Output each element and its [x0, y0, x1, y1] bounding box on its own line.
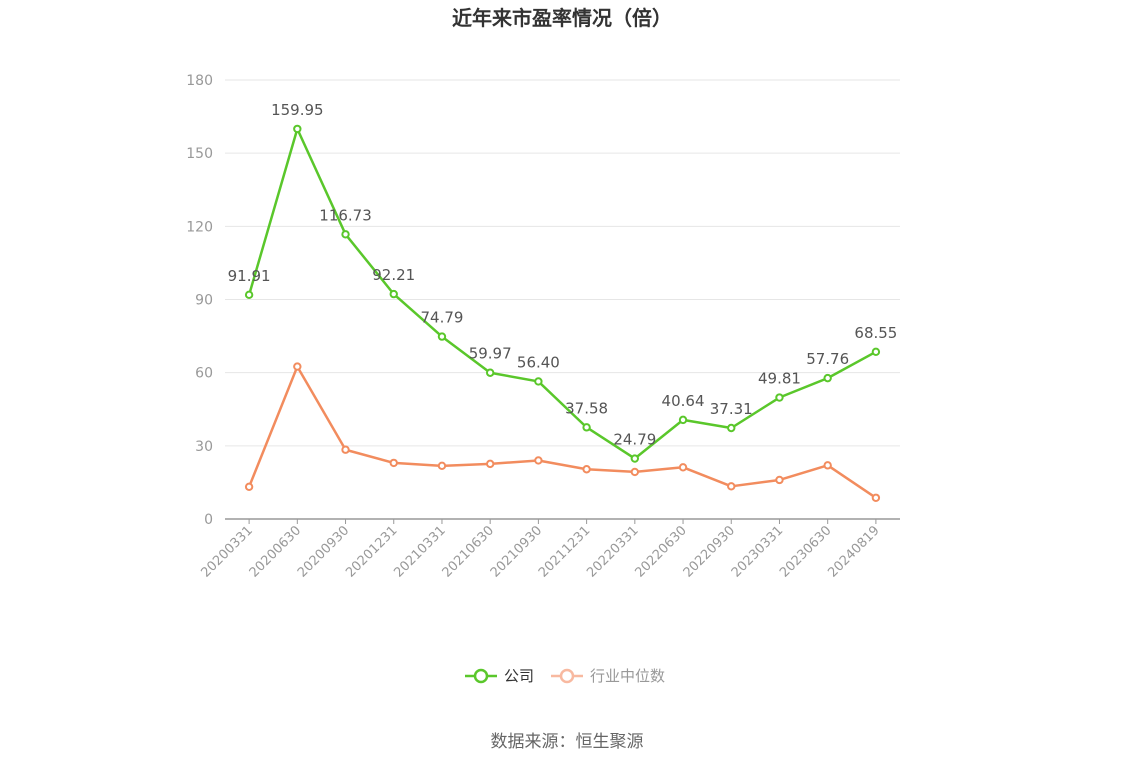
data-point [727, 423, 736, 433]
grid-lines [225, 79, 900, 447]
x-tick-label: 20200630 [247, 523, 304, 580]
data-point [244, 482, 254, 492]
x-tick-label: 20220630 [632, 523, 689, 580]
data-point [437, 461, 447, 471]
data-point [678, 463, 688, 472]
x-tick-label: 20230630 [777, 523, 834, 580]
x-tick-label: 20210930 [488, 523, 545, 580]
y-tick-label: 0 [204, 512, 213, 528]
data-point [341, 230, 350, 239]
data-point [534, 456, 543, 465]
data-point [871, 347, 881, 357]
x-tick-label: 20211231 [536, 523, 593, 580]
data-label: 40.64 [662, 392, 705, 410]
x-tick-label: 20240819 [825, 523, 882, 580]
y-tick-label: 150 [186, 146, 213, 162]
data-point [775, 393, 784, 402]
series-layer: 91.91 159.95 116.73 92.21 74.79 59.97 56.40 37.… [228, 101, 897, 502]
data-point [389, 289, 398, 299]
data-label: 74.79 [420, 309, 463, 327]
y-tick-label: 30 [195, 439, 213, 455]
data-point [678, 415, 688, 425]
x-tick-label: 20220331 [584, 523, 641, 580]
data-point [485, 459, 495, 469]
data-point [293, 124, 302, 134]
data-point [871, 493, 881, 502]
x-axis: 2020033120200630202009302020123120210331… [199, 518, 900, 581]
data-point [534, 377, 543, 386]
y-axis: 0 30 60 90 120 150 180 [186, 73, 213, 528]
data-point [437, 332, 447, 341]
data-label: 37.58 [565, 399, 608, 417]
series-1 [244, 362, 881, 502]
data-label: 91.91 [228, 267, 271, 285]
data-point [775, 475, 784, 485]
legend-marker-icon [559, 668, 575, 684]
x-tick-label: 20220930 [681, 523, 738, 580]
data-point [341, 445, 350, 454]
data-point [485, 368, 495, 377]
data-label: 116.73 [319, 206, 372, 224]
data-label: 92.21 [372, 266, 415, 284]
data-label: 24.79 [613, 431, 656, 449]
data-point [582, 465, 591, 474]
x-tick-label: 20201231 [343, 523, 400, 580]
y-tick-label: 60 [195, 366, 213, 382]
legend-item-1[interactable]: 行业中位数 [551, 667, 665, 685]
data-point [582, 423, 591, 432]
data-point [293, 362, 302, 371]
series-0: 91.91 159.95 116.73 92.21 74.79 59.97 56.40 37.… [228, 101, 897, 463]
data-source: 数据来源：恒生聚源 [491, 732, 644, 752]
data-point [389, 458, 398, 468]
x-tick-label: 20200331 [199, 523, 256, 580]
y-tick-label: 90 [195, 293, 213, 309]
series-line [247, 365, 877, 499]
data-label: 59.97 [469, 345, 512, 363]
data-label: 49.81 [758, 370, 801, 388]
legend-marker-icon [473, 668, 489, 684]
x-tick-label: 20210331 [391, 523, 448, 580]
data-point [823, 373, 832, 383]
legend-label: 行业中位数 [590, 667, 665, 685]
data-point [727, 482, 736, 491]
data-point [823, 461, 832, 470]
data-point [630, 454, 640, 463]
x-tick-label: 20200930 [295, 523, 352, 580]
x-tick-label: 20230331 [729, 523, 786, 580]
data-point [244, 290, 254, 300]
x-tick-label: 20210630 [440, 523, 497, 580]
data-label: 57.76 [806, 350, 849, 368]
data-point [630, 467, 640, 477]
data-label: 68.55 [854, 324, 897, 342]
y-tick-label: 120 [186, 219, 213, 235]
legend: 公司 行业中位数 [465, 667, 665, 685]
series-line [247, 127, 877, 460]
chart-title: 近年来市盈率情况（倍） [452, 6, 672, 30]
data-label: 56.40 [517, 353, 560, 371]
data-label: 37.31 [710, 400, 753, 418]
legend-item-0[interactable]: 公司 [465, 667, 534, 685]
y-tick-label: 180 [186, 73, 213, 89]
data-label: 159.95 [271, 101, 324, 119]
legend-label: 公司 [504, 667, 534, 685]
